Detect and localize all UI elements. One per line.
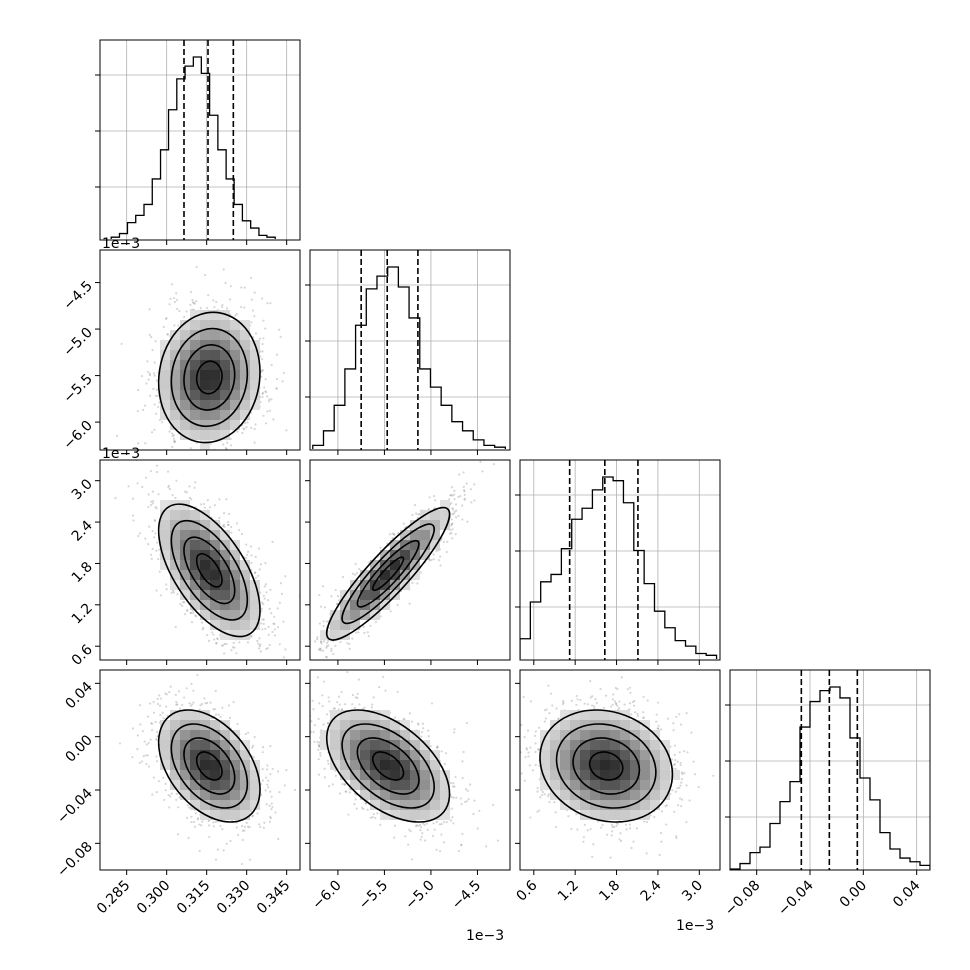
- histogram-line-3: [730, 686, 930, 870]
- contour-level-2: [341, 523, 435, 625]
- histogram-1-frame: [309, 249, 511, 451]
- x-offset-label-1: 1e−3: [466, 928, 504, 944]
- offset-labels: 1e−3 1e−3 1e−3 1e−3: [102, 236, 714, 944]
- y-tick-label: −0.04: [54, 785, 96, 827]
- x-tick-label: −4.5: [449, 878, 484, 913]
- scatter-panel-3-2: 0.6 1.2 1.8 2.4 3.0: [514, 669, 721, 905]
- contour-level-2: [341, 723, 435, 809]
- x-offset-label-2: 1e−3: [676, 918, 714, 934]
- density-cells: [160, 500, 260, 640]
- histogram-2-frame: [519, 459, 721, 661]
- scatter-panel-2-1: [305, 459, 511, 665]
- contour-level-0: [195, 360, 223, 395]
- x-tick-label: 2.4: [638, 877, 665, 904]
- contour-level-3: [325, 709, 451, 823]
- contour-level-1: [183, 737, 236, 795]
- contour-level-0: [195, 751, 223, 781]
- scatter-3-0-frame: [99, 669, 301, 871]
- x-tick-label: 0.285: [94, 878, 134, 918]
- contour-level-2: [170, 327, 249, 428]
- y-tick-label: 1.8: [69, 559, 96, 586]
- x-tick-label: −0.08: [722, 878, 764, 920]
- y-tick-label: 3.0: [69, 476, 96, 503]
- x-tick-label: 0.00: [837, 878, 870, 911]
- histogram-panel-3: −0.08 −0.04 0.00 0.04: [722, 669, 931, 920]
- contour-level-3: [157, 503, 261, 638]
- histogram-3-frame: [729, 669, 931, 871]
- y-offset-label-1: 1e−3: [102, 236, 140, 252]
- x-tick-label: 0.04: [890, 877, 923, 910]
- y-tick-label: −4.5: [60, 278, 95, 313]
- density-cells: [320, 710, 450, 820]
- scatter-panel-3-0: 0.285 0.300 0.315 0.330 0.345 −0.08 −0.04 0.00 0…: [54, 669, 301, 918]
- x-tick-label: −5.0: [402, 878, 437, 913]
- scatter-2-1-frame: [309, 459, 511, 661]
- x-tick-label: −0.04: [775, 877, 817, 919]
- histogram-panel-1: [305, 249, 511, 455]
- scatter-panel-3-1: −6.0 −5.5 −5.0 −4.5: [305, 669, 511, 913]
- histogram-panel-0: [95, 39, 301, 245]
- histogram-panel-2: [515, 459, 721, 665]
- y-tick-label: 0.6: [69, 642, 96, 669]
- panels-layer: −0.08 −0.04 0.00 0.04 −6.0 −5.5 −5.0 −4.5 0.6 1.2…: [54, 39, 931, 944]
- contour-level-0: [588, 751, 624, 781]
- scatter-panel-1-0: −6.0 −5.5 −5.0 −4.5: [60, 249, 301, 455]
- contour-level-2: [170, 723, 249, 809]
- contour-level-2: [555, 723, 657, 809]
- contour-level-0: [195, 552, 223, 588]
- contour-level-3: [325, 506, 451, 641]
- histogram-line-2: [520, 476, 718, 659]
- x-tick-label: −5.5: [356, 878, 391, 913]
- contour-level-1: [183, 344, 236, 411]
- contour-level-2: [170, 519, 249, 621]
- contour-level-3: [157, 709, 261, 823]
- y-tick-label: −5.5: [60, 371, 95, 406]
- x-tick-label: 1.8: [596, 878, 623, 905]
- y-tick-label: 0.00: [62, 732, 95, 765]
- y-tick-label: −0.08: [54, 839, 96, 881]
- histogram-line-0: [110, 56, 276, 239]
- contour-level-3: [157, 311, 261, 444]
- contour-level-0: [371, 751, 405, 781]
- histogram-0-frame: [99, 39, 301, 241]
- histogram-line-1: [312, 266, 506, 449]
- x-tick-label: 1.2: [555, 878, 582, 905]
- contour-level-1: [356, 737, 420, 795]
- scatter-panel-2-0: 0.6 1.2 1.8 2.4 3.0: [69, 459, 301, 669]
- x-tick-label: 3.0: [679, 878, 706, 905]
- contour-level-3: [539, 709, 674, 823]
- x-tick-label: 0.315: [174, 878, 214, 918]
- contour-level-0: [371, 556, 405, 592]
- contour-level-1: [572, 737, 641, 795]
- y-offset-label-2: 1e−3: [102, 446, 140, 462]
- scatter-1-0-frame: [99, 249, 301, 451]
- scatter-3-2-frame: [519, 669, 721, 871]
- y-tick-label: −6.0: [60, 418, 95, 453]
- x-tick-label: −6.0: [309, 878, 344, 913]
- scatter-2-0-frame: [99, 459, 301, 661]
- contour-level-1: [356, 539, 420, 608]
- x-tick-label: 0.330: [214, 878, 254, 918]
- y-tick-label: −5.0: [60, 325, 95, 360]
- y-tick-label: 0.04: [62, 679, 95, 712]
- y-tick-label: 1.2: [69, 600, 96, 627]
- x-tick-label: 0.6: [514, 877, 541, 904]
- contour-level-1: [183, 536, 236, 605]
- y-tick-label: 2.4: [69, 518, 96, 545]
- x-tick-label: 0.300: [134, 878, 174, 918]
- scatter-3-1-frame: [309, 669, 511, 871]
- x-tick-label: 0.345: [254, 878, 294, 918]
